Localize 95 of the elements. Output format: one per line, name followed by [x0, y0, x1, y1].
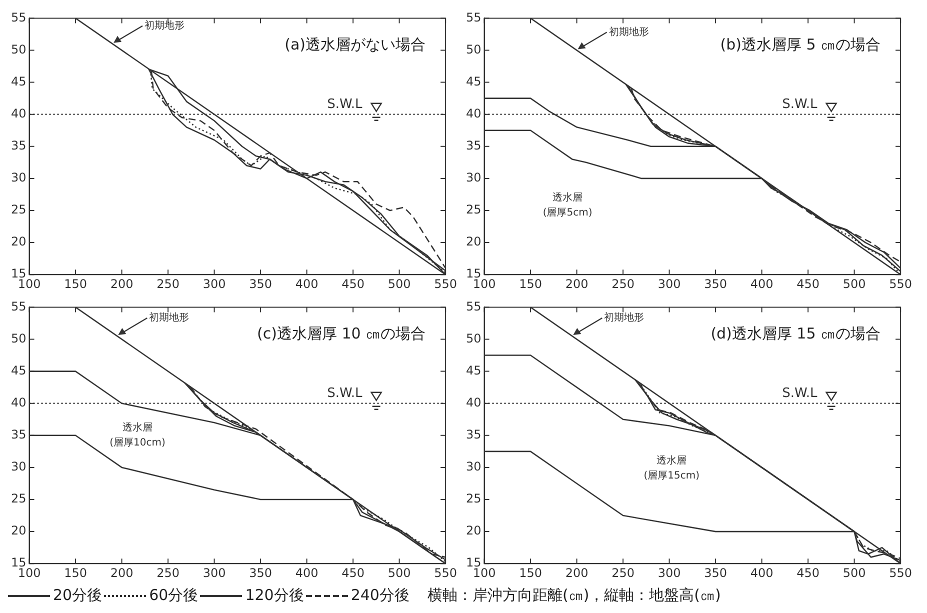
annotation: 初期地形 — [608, 26, 649, 38]
y-tick-label: 50 — [10, 331, 26, 346]
x-tick-label: 100 — [18, 566, 41, 580]
y-tick-label: 35 — [10, 138, 26, 153]
x-tick-label: 300 — [658, 566, 681, 580]
legend-label: 120分後 — [245, 586, 304, 605]
y-tick-label: 55 — [10, 299, 26, 314]
x-tick-label: 150 — [519, 566, 542, 580]
x-tick-label: 550 — [889, 566, 912, 580]
x-tick-label: 200 — [110, 566, 134, 580]
text: (c)透水層厚 10 ㎝の場合 — [256, 324, 426, 343]
annotation: 透水層 — [656, 454, 687, 467]
x-tick-label: 100 — [472, 566, 496, 580]
annotation: (層厚5cm) — [542, 207, 592, 218]
y-tick-label: 40 — [466, 106, 482, 120]
x-tick-label: 400 — [750, 566, 774, 580]
y-tick-label: 20 — [466, 234, 482, 249]
annotation: (層厚10cm) — [110, 437, 166, 448]
x-tick-label: 400 — [295, 276, 318, 291]
text: (a)透水層がない場合 — [284, 36, 426, 54]
x-tick-label: 500 — [842, 276, 866, 291]
y-tick-label: 55 — [10, 10, 26, 24]
x-tick-label: 300 — [202, 276, 226, 291]
y-tick-label: 20 — [466, 524, 482, 538]
y-tick-label: 35 — [10, 428, 26, 442]
x-tick-label: 450 — [342, 276, 364, 291]
y-tick-label: 45 — [10, 363, 26, 378]
y-tick-label: 50 — [466, 42, 482, 56]
x-tick-label: 400 — [750, 276, 774, 291]
x-tick-label: 200 — [565, 566, 588, 580]
x-axis-title: 横軸：岸沖方向距離(㎝)，縦軸：地盤高(㎝) — [427, 586, 721, 605]
x-tick-label: 150 — [64, 566, 87, 580]
x-tick-label: 550 — [434, 276, 457, 291]
x-tick-label: 100 — [472, 276, 496, 291]
text: (d)透水層厚 15 ㎝の場合 — [710, 324, 881, 343]
x-tick-label: 400 — [295, 566, 318, 580]
x-tick-label: 350 — [249, 276, 272, 291]
x-tick-label: 500 — [842, 566, 866, 580]
x-tick-label: 450 — [342, 566, 364, 580]
annotation: 透水層 — [552, 191, 583, 204]
x-tick-label: 250 — [612, 566, 634, 580]
y-tick-label: 45 — [466, 74, 482, 88]
legend-label: 60分後 — [149, 586, 198, 605]
x-tick-label: 550 — [889, 276, 912, 291]
y-tick-label: 40 — [466, 395, 482, 410]
y-tick-label: 30 — [10, 460, 26, 474]
y-tick-label: 40 — [10, 395, 26, 410]
y-tick-label: 45 — [10, 74, 26, 88]
annotation: 透水層 — [122, 421, 152, 434]
y-tick-label: 55 — [466, 10, 482, 24]
x-tick-label: 350 — [704, 276, 727, 291]
x-tick-label: 350 — [249, 566, 272, 580]
y-tick-label: 35 — [466, 428, 482, 442]
y-tick-label: 45 — [466, 363, 482, 378]
x-tick-label: 300 — [658, 276, 681, 291]
x-tick-label: 150 — [64, 276, 87, 291]
ref-line-label: S.W.L — [327, 386, 364, 402]
x-tick-label: 350 — [704, 566, 727, 580]
x-tick-label: 200 — [110, 276, 134, 291]
annotation: (層厚15cm) — [644, 470, 700, 482]
annotation: 初期地形 — [604, 312, 644, 324]
x-tick-label: 300 — [202, 566, 226, 580]
y-tick-label: 25 — [10, 202, 26, 217]
y-tick-label: 30 — [10, 170, 26, 185]
x-tick-label: 450 — [796, 566, 820, 580]
y-tick-label: 40 — [10, 106, 26, 120]
y-tick-label: 50 — [466, 331, 482, 346]
y-tick-label: 35 — [466, 138, 482, 153]
x-tick-label: 150 — [519, 276, 542, 291]
x-tick-label: 100 — [18, 276, 41, 291]
ref-line-label: S.W.L — [782, 386, 818, 402]
y-tick-label: 25 — [466, 202, 482, 217]
y-tick-label: 55 — [466, 299, 482, 314]
x-tick-label: 250 — [156, 566, 180, 580]
x-tick-label: 500 — [388, 566, 411, 580]
x-tick-label: 250 — [612, 276, 634, 291]
y-tick-label: 20 — [10, 524, 26, 538]
y-tick-label: 20 — [10, 234, 26, 249]
legend-label: 20分後 — [53, 586, 102, 605]
annotation: 初期地形 — [149, 312, 190, 324]
ref-line-label: S.W.L — [782, 97, 818, 112]
y-tick-label: 30 — [466, 460, 482, 474]
y-tick-label: 25 — [10, 492, 26, 506]
x-tick-label: 450 — [796, 276, 820, 291]
annotation: 初期地形 — [144, 19, 185, 32]
x-tick-label: 550 — [434, 566, 457, 580]
y-tick-label: 50 — [10, 42, 26, 56]
y-tick-label: 30 — [466, 170, 482, 185]
y-tick-label: 25 — [466, 492, 482, 506]
legend-label: 240分後 — [350, 586, 410, 605]
text: (b)透水層厚 5 ㎝の場合 — [720, 36, 881, 54]
ref-line-label: S.W.L — [327, 97, 364, 112]
x-tick-label: 250 — [156, 276, 180, 291]
x-tick-label: 200 — [565, 276, 588, 291]
x-tick-label: 500 — [388, 276, 411, 291]
